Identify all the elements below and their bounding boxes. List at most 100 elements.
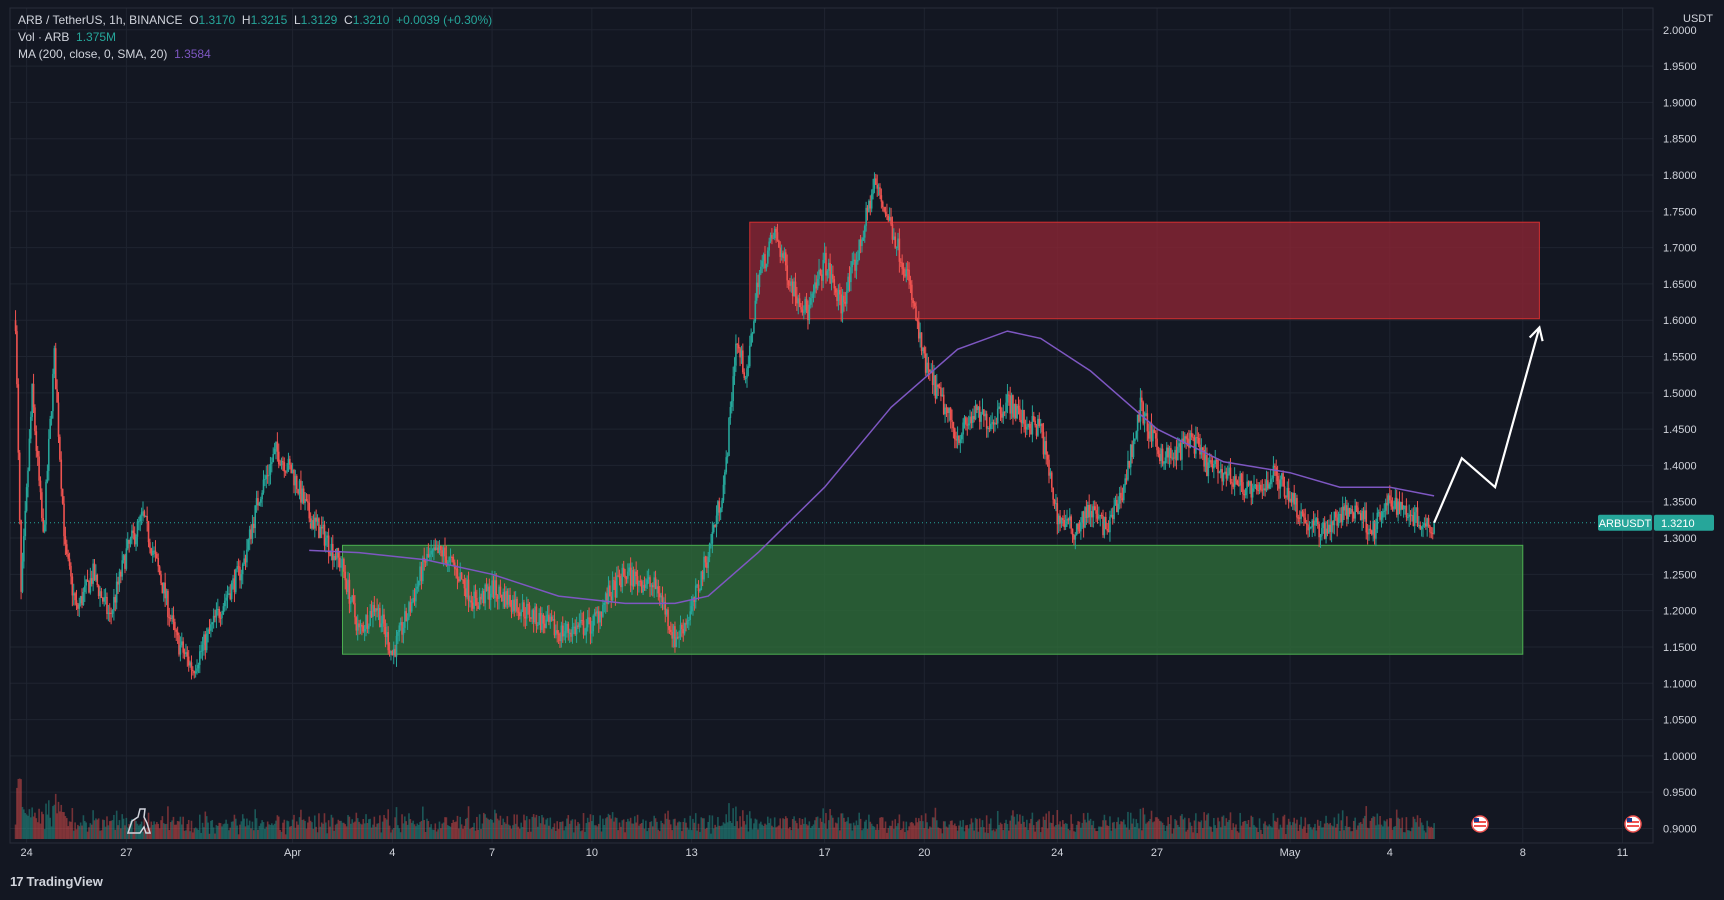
- candle-body: [1193, 437, 1196, 454]
- candle-body: [205, 633, 208, 651]
- volume-bar: [564, 826, 567, 839]
- ma-row[interactable]: MA (200, close, 0, SMA, 20) 1.3584: [18, 46, 492, 63]
- candle-body: [1192, 436, 1194, 438]
- candle-body: [71, 576, 74, 596]
- volume-bar: [17, 778, 20, 839]
- candle-body: [794, 281, 797, 297]
- volume-bar: [1386, 819, 1388, 839]
- volume-bar: [883, 828, 885, 839]
- candle-body: [354, 603, 356, 618]
- candle-body: [611, 580, 614, 601]
- candle-body: [1358, 513, 1361, 515]
- volume-bar: [395, 807, 398, 839]
- tradingview-logo-icon: 17: [10, 874, 24, 889]
- volume-bar: [1178, 826, 1181, 839]
- volume-bar: [929, 826, 931, 839]
- candle-body: [409, 602, 412, 612]
- candle-body: [1123, 485, 1125, 501]
- candle-body: [1055, 503, 1057, 505]
- volume-bar: [65, 818, 68, 839]
- candle-body: [445, 556, 448, 566]
- candle-body: [72, 593, 75, 596]
- x-tick-label: 27: [120, 847, 132, 859]
- volume-bar: [843, 817, 845, 839]
- candle-body: [879, 187, 881, 196]
- volume-bar: [1237, 832, 1240, 839]
- candle-body: [323, 524, 326, 546]
- volume-bar: [865, 819, 867, 839]
- volume-bar: [293, 814, 295, 839]
- volume-bar: [122, 818, 125, 839]
- time-axis[interactable]: 24 27 Apr 4 7 10 13 17 20 24 27 May 4 8 11: [20, 847, 1628, 859]
- volume-bar: [970, 818, 973, 839]
- volume-bar: [1042, 816, 1045, 839]
- candle-body: [142, 511, 144, 513]
- candle-body: [1172, 457, 1175, 459]
- candle-body: [410, 602, 413, 612]
- volume-bar: [1279, 824, 1282, 839]
- volume-bar: [704, 828, 707, 839]
- volume-bar: [1433, 823, 1435, 839]
- y-tick-label: 1.0000: [1663, 751, 1697, 763]
- candle-body: [430, 550, 432, 555]
- volume-bar: [1113, 821, 1115, 839]
- volume-bar: [1120, 821, 1122, 839]
- volume-bar: [1219, 827, 1222, 839]
- volume-bar: [1127, 811, 1129, 839]
- candle-body: [1213, 463, 1215, 469]
- ticker-label: ARBUSDT: [1599, 518, 1652, 530]
- candle-body: [586, 617, 589, 628]
- candle-body: [307, 501, 309, 503]
- candle-body: [613, 580, 615, 582]
- volume-bar: [431, 829, 434, 839]
- candle-body: [462, 579, 464, 581]
- volume-bar: [629, 817, 632, 839]
- volume-bar: [1365, 806, 1368, 839]
- volume-bar: [886, 832, 888, 839]
- candle-body: [800, 307, 802, 310]
- candle-body: [746, 368, 748, 378]
- candle-body: [416, 586, 419, 589]
- volume-bar: [455, 821, 457, 839]
- volume-bar: [1228, 819, 1230, 839]
- price-axis[interactable]: USDT2.00001.95001.90001.85001.80001.7500…: [1598, 13, 1714, 835]
- candle-body: [1075, 523, 1078, 535]
- candle-body: [42, 517, 45, 532]
- candle-body: [972, 416, 974, 423]
- symbol-label[interactable]: ARB / TetherUS, 1h, BINANCE: [18, 13, 183, 27]
- volume-bar: [1253, 825, 1255, 839]
- volume-bar: [106, 816, 108, 839]
- volume-bar: [739, 816, 741, 839]
- volume-bar: [607, 813, 610, 839]
- volume-bar: [1012, 810, 1014, 839]
- candle-body: [183, 652, 186, 654]
- candle-body: [525, 604, 528, 619]
- volume-bar: [1405, 817, 1408, 839]
- volume-bar: [387, 809, 389, 839]
- volume-bar: [520, 822, 522, 839]
- tradingview-logo[interactable]: 17 TradingView: [10, 874, 103, 889]
- volume-bar: [581, 830, 583, 839]
- volume-bar: [922, 821, 924, 839]
- volume-row[interactable]: Vol · ARB 1.375M: [18, 29, 492, 46]
- volume-bar: [41, 811, 43, 839]
- high-value: 1.3215: [250, 13, 288, 27]
- candle-body: [1316, 518, 1319, 525]
- candle-body: [761, 260, 764, 267]
- candle-body: [133, 533, 136, 545]
- candle-body: [136, 521, 139, 537]
- candle-body: [1147, 431, 1150, 439]
- candle-body: [481, 590, 484, 600]
- volume-bar: [52, 806, 54, 839]
- volume-bar: [1251, 817, 1254, 839]
- candle-body: [848, 276, 851, 283]
- volume-bar: [798, 818, 801, 839]
- candle-body: [771, 234, 773, 239]
- candle-body: [1315, 518, 1318, 523]
- volume-bar: [660, 820, 662, 839]
- candle-body: [85, 579, 87, 586]
- candle-body: [1121, 498, 1124, 501]
- candle-body: [603, 602, 606, 605]
- candle-body: [1106, 529, 1108, 531]
